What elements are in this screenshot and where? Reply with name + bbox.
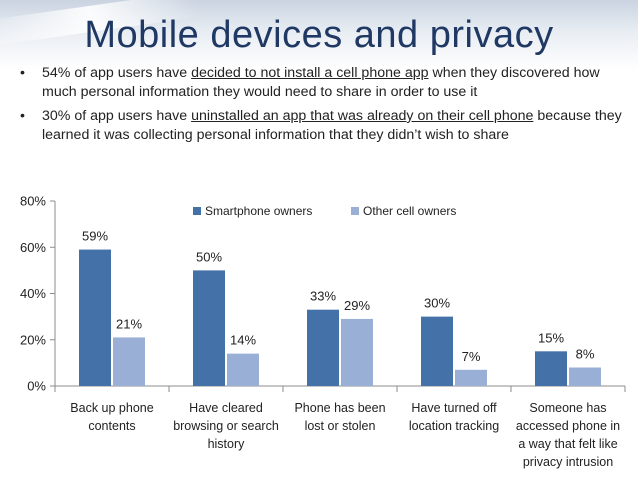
data-label: 7% xyxy=(462,349,481,364)
bullet-text-underlined: uninstalled an app that was already on t… xyxy=(191,108,534,124)
y-tick-label: 80% xyxy=(20,194,46,209)
data-label: 14% xyxy=(230,333,256,348)
data-label: 50% xyxy=(196,249,222,264)
data-label: 33% xyxy=(310,289,336,304)
x-category-label: history xyxy=(208,437,246,451)
legend-swatch xyxy=(193,207,201,215)
x-category-label: Phone has been xyxy=(294,401,385,415)
data-label: 29% xyxy=(344,298,370,313)
bullet-text-post: when they discovered how much personal i… xyxy=(42,65,600,100)
bullet-item: • 30% of app users have uninstalled an a… xyxy=(20,107,628,145)
y-tick-label: 0% xyxy=(27,379,46,394)
bar-chart: 0% 20% 40% 60% 80% 59% 21% Back up phone content… xyxy=(20,194,626,469)
bar xyxy=(569,367,601,386)
bullet-list: • 54% of app users have decided to not i… xyxy=(20,64,628,150)
x-category-label: Someone has xyxy=(529,401,606,415)
bar xyxy=(113,337,145,386)
x-category-label: contents xyxy=(88,419,135,433)
bar xyxy=(79,249,111,386)
bar xyxy=(455,369,487,386)
slide-title: Mobile devices and privacy xyxy=(84,14,554,56)
data-label: 8% xyxy=(576,347,595,362)
data-label: 30% xyxy=(424,296,450,311)
data-label: 15% xyxy=(538,330,564,345)
x-category-label: a way that felt like xyxy=(518,437,617,451)
legend-label: Other cell owners xyxy=(363,204,456,218)
y-tick-label: 60% xyxy=(20,240,46,255)
y-tick-label: 20% xyxy=(20,332,46,347)
bar xyxy=(193,270,225,386)
x-category-label: location tracking xyxy=(409,419,499,433)
legend-label: Smartphone owners xyxy=(205,204,312,218)
x-category-label: Have cleared xyxy=(189,401,263,415)
bar xyxy=(421,316,453,386)
bar xyxy=(341,318,373,386)
x-category-label: accessed phone in xyxy=(516,419,620,433)
bullet-item: • 54% of app users have decided to not i… xyxy=(20,64,628,102)
x-category-label: Have turned off xyxy=(411,401,497,415)
bullet-text-post: because they learned it was collecting p… xyxy=(42,108,622,143)
bullet-symbol: • xyxy=(20,65,25,81)
x-category-label: lost or stolen xyxy=(305,419,376,433)
data-label: 59% xyxy=(82,229,108,244)
x-category-label: Back up phone xyxy=(70,401,153,415)
bullet-symbol: • xyxy=(20,108,25,124)
bullet-text-pre: 30% of app users have xyxy=(42,108,192,124)
bullet-text-pre: 54% of app users have xyxy=(42,65,192,81)
bar xyxy=(307,309,339,386)
bar xyxy=(535,351,567,386)
legend-swatch xyxy=(351,207,359,215)
data-label: 21% xyxy=(116,316,142,331)
bar xyxy=(227,353,259,386)
bullet-text-underlined: decided to not install a cell phone app xyxy=(191,65,429,81)
x-category-label: privacy intrusion xyxy=(523,455,613,469)
y-tick-label: 40% xyxy=(20,286,46,301)
x-category-label: browsing or search xyxy=(173,419,279,433)
